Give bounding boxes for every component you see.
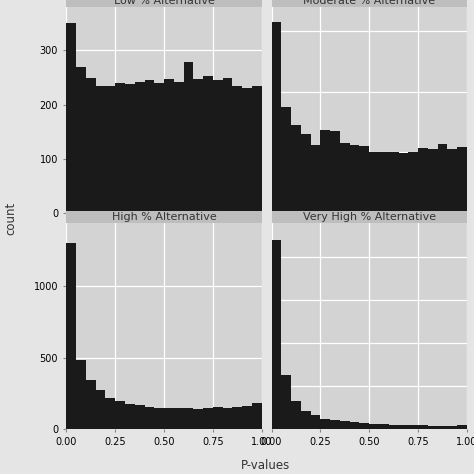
Text: Moderate % Alternative: Moderate % Alternative bbox=[303, 0, 435, 6]
Bar bbox=[291, 125, 301, 213]
Bar bbox=[399, 153, 408, 213]
Bar bbox=[408, 152, 418, 213]
Bar bbox=[154, 83, 164, 213]
Bar bbox=[457, 425, 467, 429]
Bar bbox=[135, 405, 145, 429]
Bar bbox=[340, 421, 350, 429]
Bar bbox=[76, 67, 86, 213]
Bar bbox=[203, 408, 213, 429]
Bar bbox=[193, 79, 203, 213]
Bar bbox=[389, 425, 399, 429]
Text: Very High % Alternative: Very High % Alternative bbox=[302, 213, 436, 223]
Bar bbox=[408, 425, 418, 429]
Bar bbox=[242, 406, 252, 429]
Bar bbox=[164, 79, 174, 213]
Bar bbox=[457, 147, 467, 213]
Bar bbox=[154, 408, 164, 429]
Bar bbox=[242, 88, 252, 213]
Bar bbox=[66, 243, 76, 429]
Bar bbox=[438, 144, 447, 213]
Bar bbox=[203, 76, 213, 213]
Bar bbox=[223, 408, 232, 429]
Text: High % Alternative: High % Alternative bbox=[112, 212, 217, 222]
Bar bbox=[145, 80, 154, 213]
Bar bbox=[183, 63, 193, 213]
Bar bbox=[193, 409, 203, 429]
Bar bbox=[252, 402, 262, 429]
Bar bbox=[379, 152, 389, 213]
Bar bbox=[301, 134, 310, 213]
Bar bbox=[281, 107, 291, 213]
Bar bbox=[418, 425, 428, 429]
Bar bbox=[105, 398, 115, 429]
Bar bbox=[320, 419, 330, 429]
Bar bbox=[174, 82, 183, 213]
Bar bbox=[310, 145, 320, 213]
Bar bbox=[96, 391, 105, 429]
Bar bbox=[86, 78, 96, 213]
Bar bbox=[96, 86, 105, 213]
Bar bbox=[359, 423, 369, 429]
Bar bbox=[86, 380, 96, 429]
Bar bbox=[320, 130, 330, 213]
Bar bbox=[66, 23, 76, 213]
Bar bbox=[213, 80, 223, 213]
Bar bbox=[125, 84, 135, 213]
Bar bbox=[438, 426, 447, 429]
Text: Very High % Alternative: Very High % Alternative bbox=[302, 212, 436, 222]
Bar bbox=[183, 408, 193, 429]
Text: Moderate % Alternative: Moderate % Alternative bbox=[303, 0, 435, 7]
Bar bbox=[174, 408, 183, 429]
Bar bbox=[145, 407, 154, 429]
Bar bbox=[399, 425, 408, 429]
Bar bbox=[418, 148, 428, 213]
Bar bbox=[379, 424, 389, 429]
Bar bbox=[232, 407, 242, 429]
Text: count: count bbox=[4, 201, 17, 235]
Bar bbox=[447, 149, 457, 213]
Bar bbox=[272, 22, 281, 213]
Bar bbox=[272, 240, 281, 429]
Bar bbox=[291, 401, 301, 429]
Bar bbox=[115, 83, 125, 213]
Bar bbox=[330, 420, 340, 429]
Text: High % Alternative: High % Alternative bbox=[112, 213, 217, 223]
Bar bbox=[369, 424, 379, 429]
Bar bbox=[105, 86, 115, 213]
Text: Low % Alternative: Low % Alternative bbox=[114, 0, 215, 7]
Bar bbox=[232, 86, 242, 213]
Bar bbox=[164, 408, 174, 429]
Bar bbox=[428, 149, 438, 213]
Text: Low % Alternative: Low % Alternative bbox=[114, 0, 215, 6]
Bar bbox=[281, 375, 291, 429]
Bar bbox=[135, 82, 145, 213]
Bar bbox=[310, 415, 320, 429]
Bar bbox=[447, 426, 457, 429]
Bar bbox=[252, 86, 262, 213]
Text: P-values: P-values bbox=[241, 459, 290, 472]
Bar bbox=[76, 360, 86, 429]
Bar bbox=[350, 422, 359, 429]
Bar bbox=[359, 146, 369, 213]
Bar bbox=[369, 152, 379, 213]
Bar bbox=[350, 145, 359, 213]
Bar bbox=[301, 410, 310, 429]
Bar bbox=[389, 152, 399, 213]
Bar bbox=[340, 143, 350, 213]
Bar bbox=[213, 407, 223, 429]
Bar bbox=[115, 401, 125, 429]
Bar bbox=[223, 78, 232, 213]
Bar bbox=[428, 426, 438, 429]
Bar bbox=[330, 131, 340, 213]
Bar bbox=[125, 404, 135, 429]
